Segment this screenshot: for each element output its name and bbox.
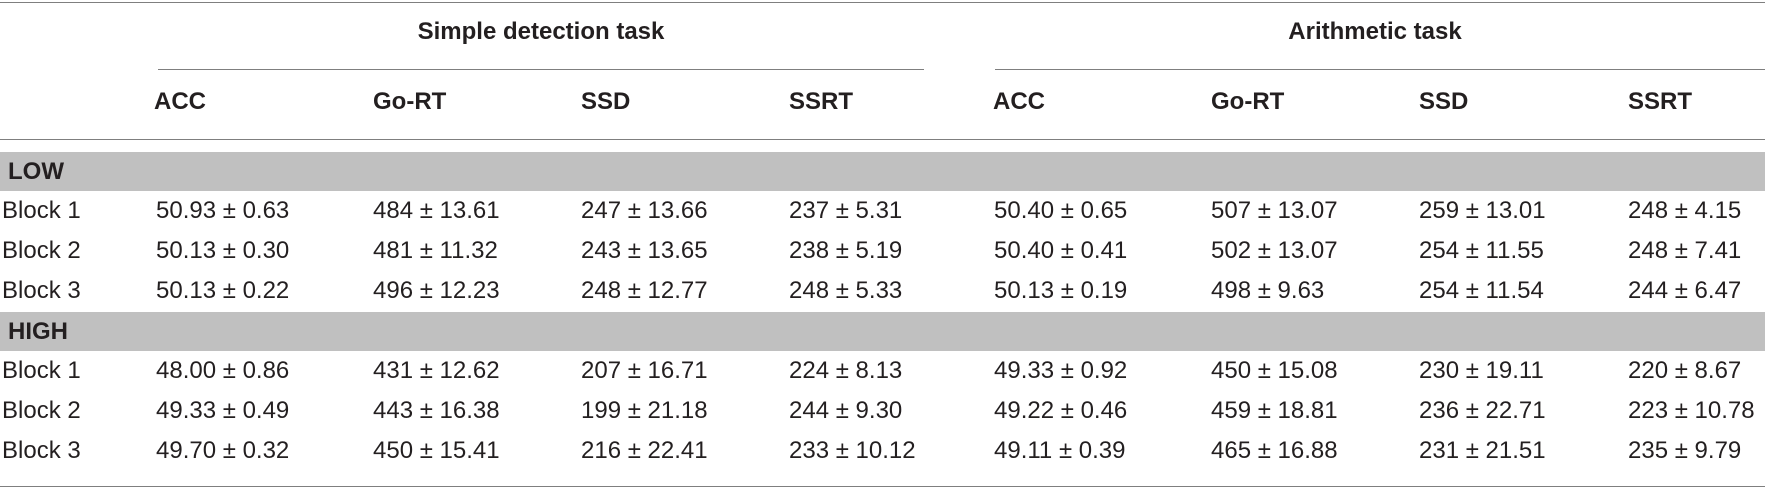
table-cell: 50.13 ± 0.19: [994, 277, 1128, 304]
table-cell: 248 ± 5.33: [789, 277, 903, 304]
table-cell: 502 ± 13.07: [1211, 237, 1338, 264]
table-cell: 481 ± 11.32: [373, 237, 498, 264]
table-cell: 243 ± 13.65: [581, 237, 708, 264]
col-head-acc: ACC: [993, 88, 1045, 115]
bottom-rule: [0, 486, 1765, 487]
row-label: Block 3: [2, 437, 81, 464]
table-cell: 244 ± 6.47: [1628, 277, 1742, 304]
row-label: Block 2: [2, 237, 81, 264]
section-label: HIGH: [8, 318, 68, 345]
table-cell: 220 ± 8.67: [1628, 357, 1742, 384]
table-cell: 230 ± 19.11: [1419, 357, 1544, 384]
table-row: Block 3 49.70 ± 0.32 450 ± 15.41 216 ± 2…: [0, 431, 1765, 471]
row-label: Block 1: [2, 197, 81, 224]
group-rule-arithmetic: [995, 69, 1765, 70]
group-title-simple-detection: Simple detection task: [417, 18, 665, 45]
table-cell: 465 ± 16.88: [1211, 437, 1338, 464]
table-cell: 248 ± 7.41: [1628, 237, 1742, 264]
table-cell: 507 ± 13.07: [1211, 197, 1338, 224]
table-cell: 484 ± 13.61: [373, 197, 500, 224]
table-cell: 50.13 ± 0.30: [156, 237, 290, 264]
table-cell: 233 ± 10.12: [789, 437, 916, 464]
table-cell: 207 ± 16.71: [581, 357, 708, 384]
table-cell: 450 ± 15.08: [1211, 357, 1338, 384]
row-label: Block 1: [2, 357, 81, 384]
row-label: Block 2: [2, 397, 81, 424]
table-cell: 224 ± 8.13: [789, 357, 903, 384]
col-head-go-rt: Go-RT: [373, 88, 447, 115]
col-head-ssd: SSD: [581, 88, 631, 115]
table-cell: 254 ± 11.54: [1419, 277, 1544, 304]
table-cell: 223 ± 10.78: [1628, 397, 1755, 424]
table-row: Block 2 49.33 ± 0.49 443 ± 16.38 199 ± 2…: [0, 391, 1765, 431]
table-cell: 231 ± 21.51: [1419, 437, 1546, 464]
table-cell: 259 ± 13.01: [1419, 197, 1546, 224]
table-cell: 199 ± 21.18: [581, 397, 708, 424]
table-cell: 50.13 ± 0.22: [156, 277, 290, 304]
table-cell: 237 ± 5.31: [789, 197, 903, 224]
table-cell: 50.40 ± 0.41: [994, 237, 1128, 264]
table-cell: 247 ± 13.66: [581, 197, 708, 224]
table-cell: 49.33 ± 0.92: [994, 357, 1128, 384]
table-cell: 248 ± 4.15: [1628, 197, 1742, 224]
table-cell: 238 ± 5.19: [789, 237, 903, 264]
table-cell: 443 ± 16.38: [373, 397, 500, 424]
table-cell: 48.00 ± 0.86: [156, 357, 290, 384]
table-cell: 49.33 ± 0.49: [156, 397, 290, 424]
table-cell: 216 ± 22.41: [581, 437, 708, 464]
table-cell: 254 ± 11.55: [1419, 237, 1544, 264]
table-cell: 235 ± 9.79: [1628, 437, 1742, 464]
table-cell: 459 ± 18.81: [1211, 397, 1338, 424]
table-cell: 431 ± 12.62: [373, 357, 500, 384]
table-cell: 248 ± 12.77: [581, 277, 708, 304]
table-cell: 49.70 ± 0.32: [156, 437, 290, 464]
section-band: HIGH: [0, 312, 1765, 351]
table-cell: 50.93 ± 0.63: [156, 197, 290, 224]
table-row: Block 2 50.13 ± 0.30 481 ± 11.32 243 ± 1…: [0, 231, 1765, 271]
table-cell: 496 ± 12.23: [373, 277, 500, 304]
top-rule: [0, 2, 1765, 3]
group-rule-simple-detection: [158, 69, 924, 70]
table-cell: 49.11 ± 0.39: [994, 437, 1126, 464]
section-label: LOW: [8, 158, 64, 185]
table-row: Block 1 50.93 ± 0.63 484 ± 13.61 247 ± 1…: [0, 191, 1765, 231]
table-cell: 236 ± 22.71: [1419, 397, 1546, 424]
group-title-arithmetic: Arithmetic task: [1288, 18, 1462, 45]
table-row: Block 1 48.00 ± 0.86 431 ± 12.62 207 ± 1…: [0, 351, 1765, 391]
col-head-go-rt: Go-RT: [1211, 88, 1285, 115]
table-cell: 50.40 ± 0.65: [994, 197, 1128, 224]
table-row: Block 3 50.13 ± 0.22 496 ± 12.23 248 ± 1…: [0, 271, 1765, 311]
col-head-ssrt: SSRT: [789, 88, 854, 115]
col-head-acc: ACC: [154, 88, 206, 115]
col-head-ssrt: SSRT: [1628, 88, 1693, 115]
col-head-ssd: SSD: [1419, 88, 1469, 115]
section-band: LOW: [0, 152, 1765, 191]
header-rule: [0, 139, 1765, 140]
table-cell: 450 ± 15.41: [373, 437, 500, 464]
row-label: Block 3: [2, 277, 81, 304]
table-cell: 498 ± 9.63: [1211, 277, 1325, 304]
table-cell: 244 ± 9.30: [789, 397, 903, 424]
table-cell: 49.22 ± 0.46: [994, 397, 1128, 424]
